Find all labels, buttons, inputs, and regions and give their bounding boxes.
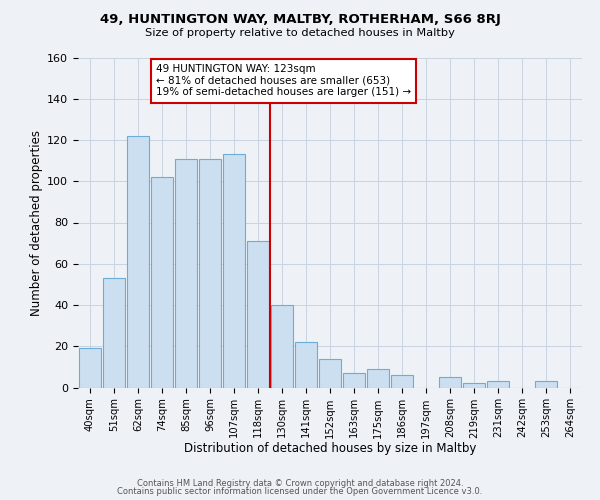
Bar [103, 278, 125, 388]
Bar [199, 158, 221, 388]
Bar [223, 154, 245, 388]
Bar [271, 305, 293, 388]
Bar [463, 384, 485, 388]
Bar [151, 177, 173, 388]
Text: 49, HUNTINGTON WAY, MALTBY, ROTHERHAM, S66 8RJ: 49, HUNTINGTON WAY, MALTBY, ROTHERHAM, S… [100, 12, 500, 26]
Bar [439, 377, 461, 388]
Bar [175, 158, 197, 388]
Text: Size of property relative to detached houses in Maltby: Size of property relative to detached ho… [145, 28, 455, 38]
Bar [319, 358, 341, 388]
Bar [391, 375, 413, 388]
Y-axis label: Number of detached properties: Number of detached properties [30, 130, 43, 316]
Bar [487, 382, 509, 388]
Text: Contains HM Land Registry data © Crown copyright and database right 2024.: Contains HM Land Registry data © Crown c… [137, 478, 463, 488]
Bar [79, 348, 101, 388]
Bar [343, 373, 365, 388]
Bar [295, 342, 317, 388]
Bar [127, 136, 149, 388]
Bar [535, 382, 557, 388]
X-axis label: Distribution of detached houses by size in Maltby: Distribution of detached houses by size … [184, 442, 476, 455]
Bar [367, 369, 389, 388]
Text: 49 HUNTINGTON WAY: 123sqm
← 81% of detached houses are smaller (653)
19% of semi: 49 HUNTINGTON WAY: 123sqm ← 81% of detac… [156, 64, 411, 98]
Bar [247, 241, 269, 388]
Text: Contains public sector information licensed under the Open Government Licence v3: Contains public sector information licen… [118, 487, 482, 496]
